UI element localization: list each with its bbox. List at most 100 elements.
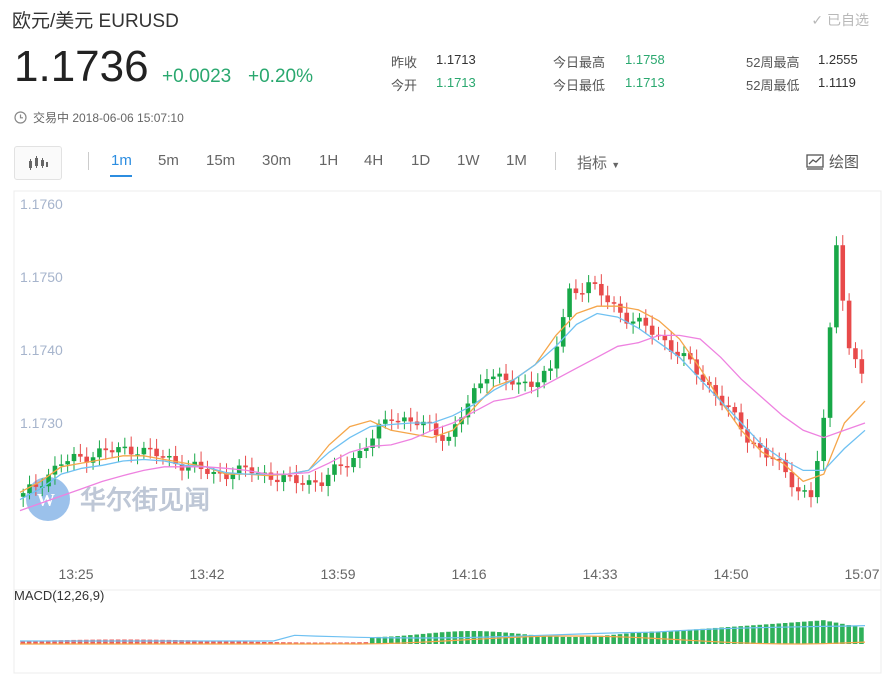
timeframe-1m[interactable]: 1m — [111, 152, 132, 169]
macd-bar — [738, 626, 744, 644]
candle-body — [687, 353, 693, 360]
macd-bar — [230, 641, 235, 644]
toolbar-divider — [88, 152, 89, 170]
trading-status-text: 交易中 2018-06-06 15:07:10 — [33, 111, 184, 125]
candle-body — [402, 417, 407, 422]
macd-bar — [382, 636, 388, 644]
macd-bar — [172, 639, 178, 644]
timeframe-15m[interactable]: 15m — [206, 152, 236, 169]
x-tick-label: 14:50 — [713, 566, 748, 582]
macd-bar — [535, 635, 540, 644]
chart-type-button[interactable] — [14, 146, 62, 180]
candle-body — [211, 472, 217, 474]
candle-body — [173, 455, 178, 465]
macd-bar — [141, 639, 146, 644]
candle-body — [637, 317, 642, 322]
macd-bar — [821, 620, 826, 644]
day-high-value: 1.1758 — [625, 52, 665, 67]
macd-bar — [713, 627, 718, 644]
macd-bar — [293, 642, 299, 644]
watermark: W 华尔街见闻 — [26, 477, 210, 521]
macd-bar — [566, 636, 572, 644]
candle-body — [59, 464, 64, 466]
macd-bar — [770, 623, 775, 644]
timeframe-1h[interactable]: 1H — [319, 152, 339, 169]
macd-bar — [757, 624, 763, 644]
macd-bar — [185, 640, 191, 644]
candle-body — [141, 447, 147, 455]
candle-body — [624, 312, 630, 324]
y-axis: 1.1760 1.1750 1.1740 1.1730 — [20, 196, 63, 431]
macd-bar — [573, 636, 578, 644]
timeframe-4h[interactable]: 4H — [364, 152, 384, 169]
candle-body — [567, 288, 572, 318]
macd-bar — [39, 640, 45, 644]
timeframe-1mo[interactable]: 1M — [506, 152, 527, 169]
candle-body — [52, 465, 58, 475]
macd-bar — [103, 639, 108, 644]
indicator-dropdown[interactable]: 指标 ▼ — [577, 152, 620, 173]
macd-bar — [801, 621, 807, 644]
macd-bar — [547, 636, 553, 644]
macd-bar — [376, 636, 381, 644]
timeframe-1d[interactable]: 1D — [411, 152, 431, 169]
day-low-value: 1.1713 — [625, 75, 665, 90]
macd-bar — [674, 630, 680, 644]
candle-body — [294, 475, 299, 484]
macd-bar — [516, 633, 521, 644]
candle-body — [357, 450, 363, 458]
candle-body — [796, 487, 801, 492]
candle-body — [471, 388, 477, 404]
macd-bar — [274, 642, 280, 644]
candle-body — [732, 406, 738, 413]
macd-bar — [369, 637, 375, 644]
prev-close-value: 1.1713 — [436, 52, 476, 67]
draw-button[interactable]: 绘图 — [806, 151, 859, 172]
candle-body — [649, 325, 655, 335]
timeframe-1w[interactable]: 1W — [457, 152, 480, 169]
candle-body — [103, 448, 109, 451]
macd-dif-line — [20, 625, 866, 642]
day-low-label: 今日最低 — [553, 78, 606, 93]
macd-bar — [261, 641, 267, 644]
candle-body — [586, 282, 591, 294]
candles — [20, 235, 865, 508]
macd-bar — [128, 639, 134, 644]
timeframe-30m[interactable]: 30m — [262, 152, 292, 169]
candle-body — [33, 484, 39, 487]
macd-bar — [166, 639, 172, 644]
selfpick-toggle[interactable]: ✓ 已自选 — [811, 10, 869, 30]
ma-line-3 — [19, 334, 866, 512]
candle-body — [84, 456, 89, 463]
candle-body — [363, 447, 369, 451]
wk52-high-label: 52周最高 — [746, 55, 800, 70]
timeframe-5m[interactable]: 5m — [158, 152, 179, 169]
macd-bar — [249, 641, 254, 644]
macd-bar — [605, 635, 610, 644]
macd-bar — [115, 639, 121, 644]
y-tick-label: 1.1730 — [20, 415, 63, 431]
candle-body — [351, 457, 356, 468]
macd-bar — [554, 636, 559, 644]
macd-bar — [509, 633, 515, 644]
candle-body — [275, 479, 280, 483]
macd-bar — [782, 623, 788, 644]
macd-bar — [840, 623, 845, 644]
candle-body — [90, 457, 96, 463]
candle-body — [446, 436, 452, 441]
candle-body — [27, 484, 32, 494]
macd-bar — [579, 636, 585, 644]
macd-bar — [388, 636, 394, 644]
candle-body — [325, 474, 331, 487]
x-tick-label: 13:25 — [58, 566, 93, 582]
candle-body — [78, 453, 83, 457]
candle-body — [484, 379, 490, 384]
candle-body — [224, 473, 229, 480]
candle-body — [821, 417, 826, 462]
x-tick-label: 14:33 — [582, 566, 617, 582]
macd-bar — [827, 621, 832, 644]
check-icon: ✓ — [811, 12, 827, 28]
candle-body — [408, 417, 414, 422]
candle-body — [389, 419, 394, 421]
